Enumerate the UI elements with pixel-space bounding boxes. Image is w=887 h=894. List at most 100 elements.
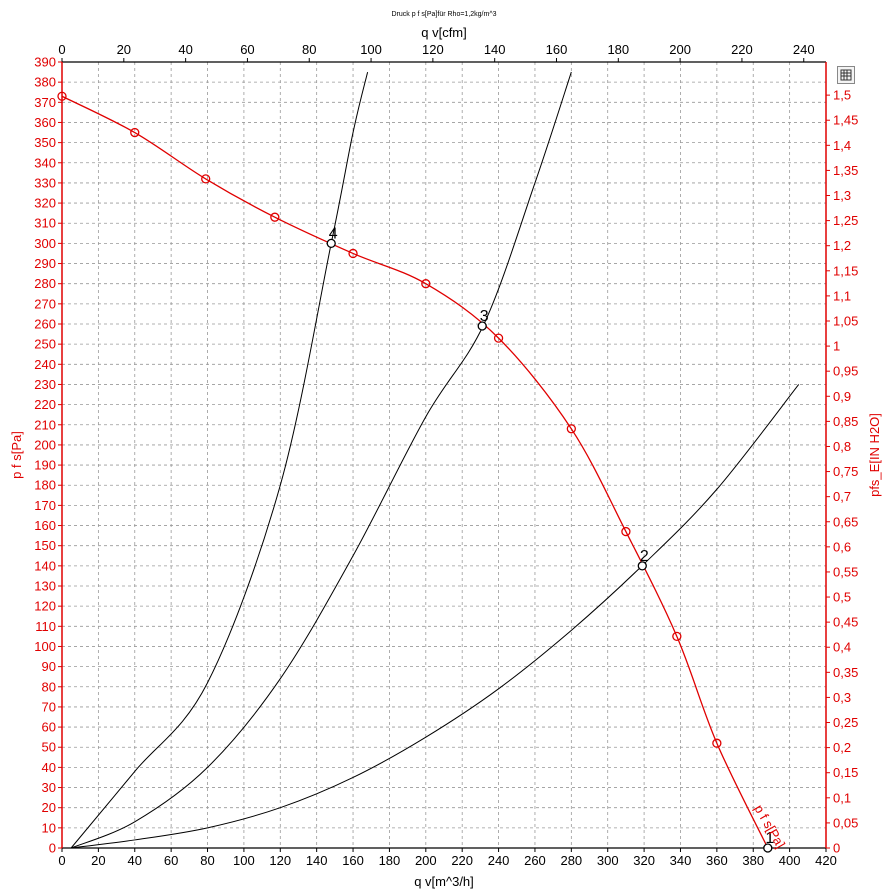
operating-point-1 xyxy=(763,843,773,853)
x-tick-label: 40 xyxy=(128,853,142,868)
x-tick-label: 100 xyxy=(233,853,255,868)
y-tick-label: 300 xyxy=(34,236,56,251)
y2-axis-label: pfs_E[IN H2O] xyxy=(867,413,882,497)
system-curve-3 xyxy=(70,71,369,849)
y-tick-label: 60 xyxy=(42,720,56,735)
y2-tick-label: 1,2 xyxy=(833,238,851,253)
x-tick-label: 320 xyxy=(633,853,655,868)
y2-tick-label: 0,5 xyxy=(833,590,851,605)
operating-point-label-1: 1 xyxy=(765,830,774,847)
y-tick-label: 350 xyxy=(34,135,56,150)
y-tick-label: 240 xyxy=(34,357,56,372)
x-axis-label: q v[m^3/h] xyxy=(414,874,474,889)
y2-tick-label: 1,05 xyxy=(833,313,858,328)
y-tick-label: 220 xyxy=(34,397,56,412)
y-tick-label: 20 xyxy=(42,800,56,815)
operating-points: 1 2 3 4 xyxy=(326,225,774,853)
x-tick-label: 280 xyxy=(560,853,582,868)
y2-tick-label: 0,65 xyxy=(833,514,858,529)
x-tick-label: 240 xyxy=(488,853,510,868)
x-tick-label: 400 xyxy=(779,853,801,868)
x2-tick-label: 220 xyxy=(731,42,753,57)
y2-tick-label: 0,4 xyxy=(833,640,851,655)
fan-curve-marker xyxy=(672,631,682,642)
y2-tick-label: 0,6 xyxy=(833,539,851,554)
operating-point-2 xyxy=(637,561,647,571)
y-tick-label: 140 xyxy=(34,558,56,573)
fan-curve-marker xyxy=(621,526,631,537)
y2-tick-label: 0,05 xyxy=(833,815,858,830)
x2-tick-label: 20 xyxy=(117,42,131,57)
y-tick-label: 180 xyxy=(34,478,56,493)
y-tick-label: 120 xyxy=(34,599,56,614)
x2-tick-label: 40 xyxy=(178,42,192,57)
x2-tick-label: 60 xyxy=(240,42,254,57)
fan-curve-marker xyxy=(493,333,504,343)
y2-tick-label: 1,5 xyxy=(833,88,851,103)
x-tick-label: 260 xyxy=(524,853,546,868)
x-tick-label: 220 xyxy=(451,853,473,868)
y2-tick-label: 1,25 xyxy=(833,213,858,228)
y2-tick-label: 0,1 xyxy=(833,790,851,805)
y-tick-label: 270 xyxy=(34,296,56,311)
fan-curve-marker xyxy=(566,424,576,434)
y2-tick-label: 0,55 xyxy=(833,564,858,579)
y2-tick-label: 1,4 xyxy=(833,138,851,153)
y-tick-label: 170 xyxy=(34,498,56,513)
x-tick-label: 180 xyxy=(379,853,401,868)
y-tick-label: 10 xyxy=(42,820,56,835)
y-tick-label: 330 xyxy=(34,175,56,190)
y-tick-label: 30 xyxy=(42,780,56,795)
y-tick-label: 130 xyxy=(34,579,56,594)
system-curve-1 xyxy=(71,384,800,849)
fan-curve-marker xyxy=(57,91,67,101)
x-tick-label: 120 xyxy=(269,853,291,868)
y-tick-label: 160 xyxy=(34,518,56,533)
x-tick-label: 20 xyxy=(91,853,105,868)
y2-tick-label: 0,3 xyxy=(833,690,851,705)
y2-tick-label: 1,45 xyxy=(833,113,858,128)
y2-tick-label: 1,15 xyxy=(833,263,858,278)
x2-tick-label: 100 xyxy=(360,42,382,57)
y2-tick-label: 0,35 xyxy=(833,665,858,680)
fan-curve-marker xyxy=(421,279,431,289)
y2-tick-label: 0,7 xyxy=(833,489,851,504)
y-tick-label: 380 xyxy=(34,75,56,90)
y2-tick-label: 1,3 xyxy=(833,188,851,203)
system-curve-2 xyxy=(70,71,572,849)
y-tick-label: 310 xyxy=(34,216,56,231)
x-tick-label: 0 xyxy=(58,853,65,868)
x-tick-label: 200 xyxy=(415,853,437,868)
y-axis-label: p f s[Pa] xyxy=(9,431,24,479)
y-tick-label: 280 xyxy=(34,276,56,291)
x-tick-label: 80 xyxy=(200,853,214,868)
y2-tick-label: 0,75 xyxy=(833,464,858,479)
x2-tick-label: 0 xyxy=(58,42,65,57)
x2-tick-label: 240 xyxy=(793,42,815,57)
x-tick-label: 380 xyxy=(742,853,764,868)
x2-tick-label: 180 xyxy=(607,42,629,57)
y-tick-label: 230 xyxy=(34,377,56,392)
y-tick-label: 50 xyxy=(42,740,56,755)
y2-tick-label: 0 xyxy=(833,841,840,856)
y-tick-label: 190 xyxy=(34,458,56,473)
x-tick-label: 360 xyxy=(706,853,728,868)
y-tick-label: 370 xyxy=(34,95,56,110)
y2-tick-label: 1,1 xyxy=(833,288,851,303)
y-tick-label: 360 xyxy=(34,115,56,130)
x-tick-label: 60 xyxy=(164,853,178,868)
x2-tick-label: 80 xyxy=(302,42,316,57)
y2-tick-label: 0,45 xyxy=(833,615,858,630)
y2-tick-label: 1,35 xyxy=(833,163,858,178)
y-tick-label: 210 xyxy=(34,417,56,432)
x-tick-label: 160 xyxy=(342,853,364,868)
operating-point-label-2: 2 xyxy=(640,548,649,565)
y-tick-label: 250 xyxy=(34,337,56,352)
y-tick-label: 290 xyxy=(34,256,56,271)
x-tick-label: 420 xyxy=(815,853,837,868)
y-tick-label: 90 xyxy=(42,659,56,674)
fan-curve-marker xyxy=(270,212,280,222)
y-tick-label: 390 xyxy=(34,55,56,70)
chart-menu-icon[interactable] xyxy=(837,66,855,84)
